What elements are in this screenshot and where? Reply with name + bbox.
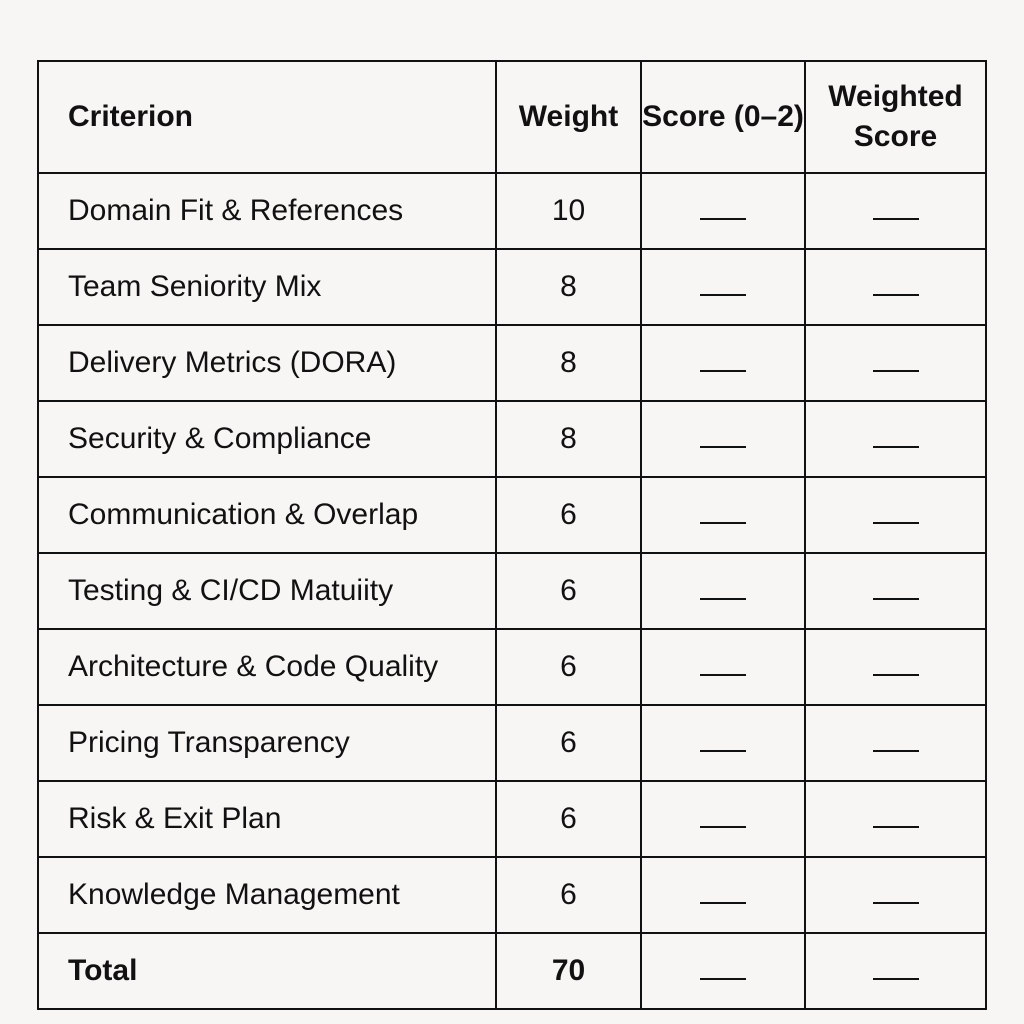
weighted-score-cell[interactable]	[804, 172, 987, 250]
header-weight: Weight	[495, 60, 642, 174]
header-criterion: Criterion	[37, 60, 497, 174]
scoring-table: Criterion Weight Score (0–2) Weighted Sc…	[37, 60, 987, 1010]
score-cell[interactable]	[640, 476, 806, 554]
blank-line	[872, 674, 919, 677]
weight-cell: 8	[495, 400, 642, 478]
blank-line	[700, 370, 746, 373]
score-cell[interactable]	[640, 324, 806, 402]
criterion-cell: Team Seniority Mix	[37, 248, 497, 326]
blank-line	[872, 294, 919, 297]
table-row: Architecture & Code Quality 6	[37, 628, 987, 706]
blank-line	[872, 902, 919, 905]
weight-cell: 6	[495, 476, 642, 554]
total-weight: 70	[495, 932, 642, 1010]
weighted-score-cell[interactable]	[804, 400, 987, 478]
score-cell[interactable]	[640, 400, 806, 478]
score-cell[interactable]	[640, 628, 806, 706]
blank-line	[700, 522, 746, 525]
weight-cell: 6	[495, 552, 642, 630]
blank-line	[872, 218, 919, 221]
blank-line	[872, 978, 919, 981]
table-row: Domain Fit & References 10	[37, 172, 987, 250]
total-row: Total 70	[37, 932, 987, 1010]
table-row: Team Seniority Mix 8	[37, 248, 987, 326]
score-cell[interactable]	[640, 856, 806, 934]
blank-line	[700, 750, 746, 753]
blank-line	[872, 750, 919, 753]
blank-line	[700, 218, 746, 221]
weighted-score-cell[interactable]	[804, 856, 987, 934]
blank-line	[700, 978, 746, 981]
table-row: Risk & Exit Plan 6	[37, 780, 987, 858]
table-row: Security & Compliance 8	[37, 400, 987, 478]
weight-cell: 8	[495, 248, 642, 326]
weight-cell: 6	[495, 780, 642, 858]
criterion-cell: Knowledge Management	[37, 856, 497, 934]
weight-cell: 6	[495, 856, 642, 934]
table-row: Communication & Overlap 6	[37, 476, 987, 554]
blank-line	[700, 674, 746, 677]
criterion-cell: Communication & Overlap	[37, 476, 497, 554]
blank-line	[872, 598, 919, 601]
criterion-cell: Delivery Metrics (DORA)	[37, 324, 497, 402]
weight-cell: 6	[495, 628, 642, 706]
blank-line	[872, 370, 919, 373]
total-score-cell[interactable]	[640, 932, 806, 1010]
blank-line	[872, 826, 919, 829]
score-cell[interactable]	[640, 248, 806, 326]
total-weighted-score-cell[interactable]	[804, 932, 987, 1010]
table-row: Knowledge Management 6	[37, 856, 987, 934]
table-row: Testing & CI/CD Matuiity 6	[37, 552, 987, 630]
weighted-score-cell[interactable]	[804, 248, 987, 326]
weighted-score-cell[interactable]	[804, 780, 987, 858]
table-row: Delivery Metrics (DORA) 8	[37, 324, 987, 402]
blank-line	[872, 446, 919, 449]
score-cell[interactable]	[640, 172, 806, 250]
total-label: Total	[37, 932, 497, 1010]
score-cell[interactable]	[640, 552, 806, 630]
weighted-score-cell[interactable]	[804, 324, 987, 402]
header-row: Criterion Weight Score (0–2) Weighted Sc…	[37, 60, 987, 174]
score-cell[interactable]	[640, 780, 806, 858]
blank-line	[700, 446, 746, 449]
criterion-cell: Risk & Exit Plan	[37, 780, 497, 858]
weight-cell: 8	[495, 324, 642, 402]
blank-line	[700, 294, 746, 297]
weighted-score-cell[interactable]	[804, 628, 987, 706]
weighted-score-cell[interactable]	[804, 704, 987, 782]
criterion-cell: Pricing Transparency	[37, 704, 497, 782]
criterion-cell: Domain Fit & References	[37, 172, 497, 250]
weight-cell: 10	[495, 172, 642, 250]
header-score: Score (0–2)	[640, 60, 806, 174]
table-row: Pricing Transparency 6	[37, 704, 987, 782]
criterion-cell: Architecture & Code Quality	[37, 628, 497, 706]
header-weighted-score: Weighted Score	[804, 60, 987, 174]
weighted-score-cell[interactable]	[804, 476, 987, 554]
blank-line	[700, 902, 746, 905]
score-cell[interactable]	[640, 704, 806, 782]
blank-line	[700, 826, 746, 829]
blank-line	[700, 598, 746, 601]
criterion-cell: Testing & CI/CD Matuiity	[37, 552, 497, 630]
criterion-cell: Security & Compliance	[37, 400, 497, 478]
weighted-score-cell[interactable]	[804, 552, 987, 630]
blank-line	[872, 522, 919, 525]
weight-cell: 6	[495, 704, 642, 782]
